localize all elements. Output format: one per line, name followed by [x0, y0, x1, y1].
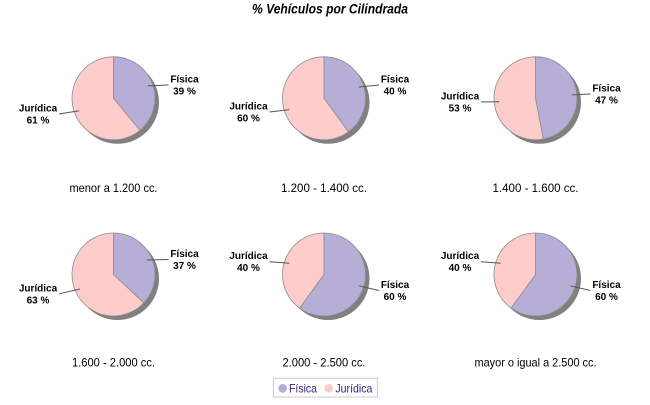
svg-text:53 %: 53 %: [449, 104, 472, 115]
svg-text:40 %: 40 %: [237, 263, 260, 274]
svg-text:Jurídica: Jurídica: [19, 283, 58, 294]
svg-text:Física: Física: [592, 280, 621, 291]
svg-text:Física: Física: [592, 84, 621, 95]
svg-text:1.400 - 1.600 cc.: 1.400 - 1.600 cc.: [493, 181, 579, 195]
svg-text:Jurídica: Jurídica: [441, 251, 480, 262]
svg-text:Jurídica: Jurídica: [229, 102, 268, 113]
svg-text:47 %: 47 %: [595, 96, 618, 107]
svg-text:Física: Física: [381, 75, 410, 86]
svg-text:Física: Física: [381, 280, 410, 291]
svg-text:63 %: 63 %: [27, 295, 50, 306]
svg-text:% Vehículos por Cilindrada: % Vehículos por Cilindrada: [252, 1, 408, 17]
svg-text:37 %: 37 %: [173, 261, 196, 272]
svg-text:1.600 - 2.000 cc.: 1.600 - 2.000 cc.: [72, 356, 155, 370]
svg-text:60 %: 60 %: [237, 114, 260, 125]
svg-text:61 %: 61 %: [27, 116, 50, 127]
svg-text:40 %: 40 %: [384, 87, 407, 98]
svg-text:40 %: 40 %: [449, 263, 472, 274]
svg-text:Física: Física: [289, 382, 317, 396]
svg-text:menor a 1.200 cc.: menor a 1.200 cc.: [70, 181, 158, 195]
svg-text:mayor o igual a 2.500 cc.: mayor o igual a 2.500 cc.: [475, 356, 597, 370]
svg-text:2.000 - 2.500 cc.: 2.000 - 2.500 cc.: [283, 356, 366, 370]
svg-text:Jurídica: Jurídica: [441, 92, 480, 103]
svg-text:Jurídica: Jurídica: [19, 104, 58, 115]
svg-text:60 %: 60 %: [595, 292, 618, 303]
svg-text:Jurídica: Jurídica: [229, 251, 268, 262]
svg-text:Física: Física: [170, 249, 199, 260]
svg-text:1.200 - 1.400 cc.: 1.200 - 1.400 cc.: [281, 181, 367, 195]
svg-text:39 %: 39 %: [173, 87, 196, 98]
svg-text:Física: Física: [170, 75, 199, 86]
svg-text:60 %: 60 %: [384, 292, 407, 303]
svg-text:Jurídica: Jurídica: [335, 382, 372, 396]
